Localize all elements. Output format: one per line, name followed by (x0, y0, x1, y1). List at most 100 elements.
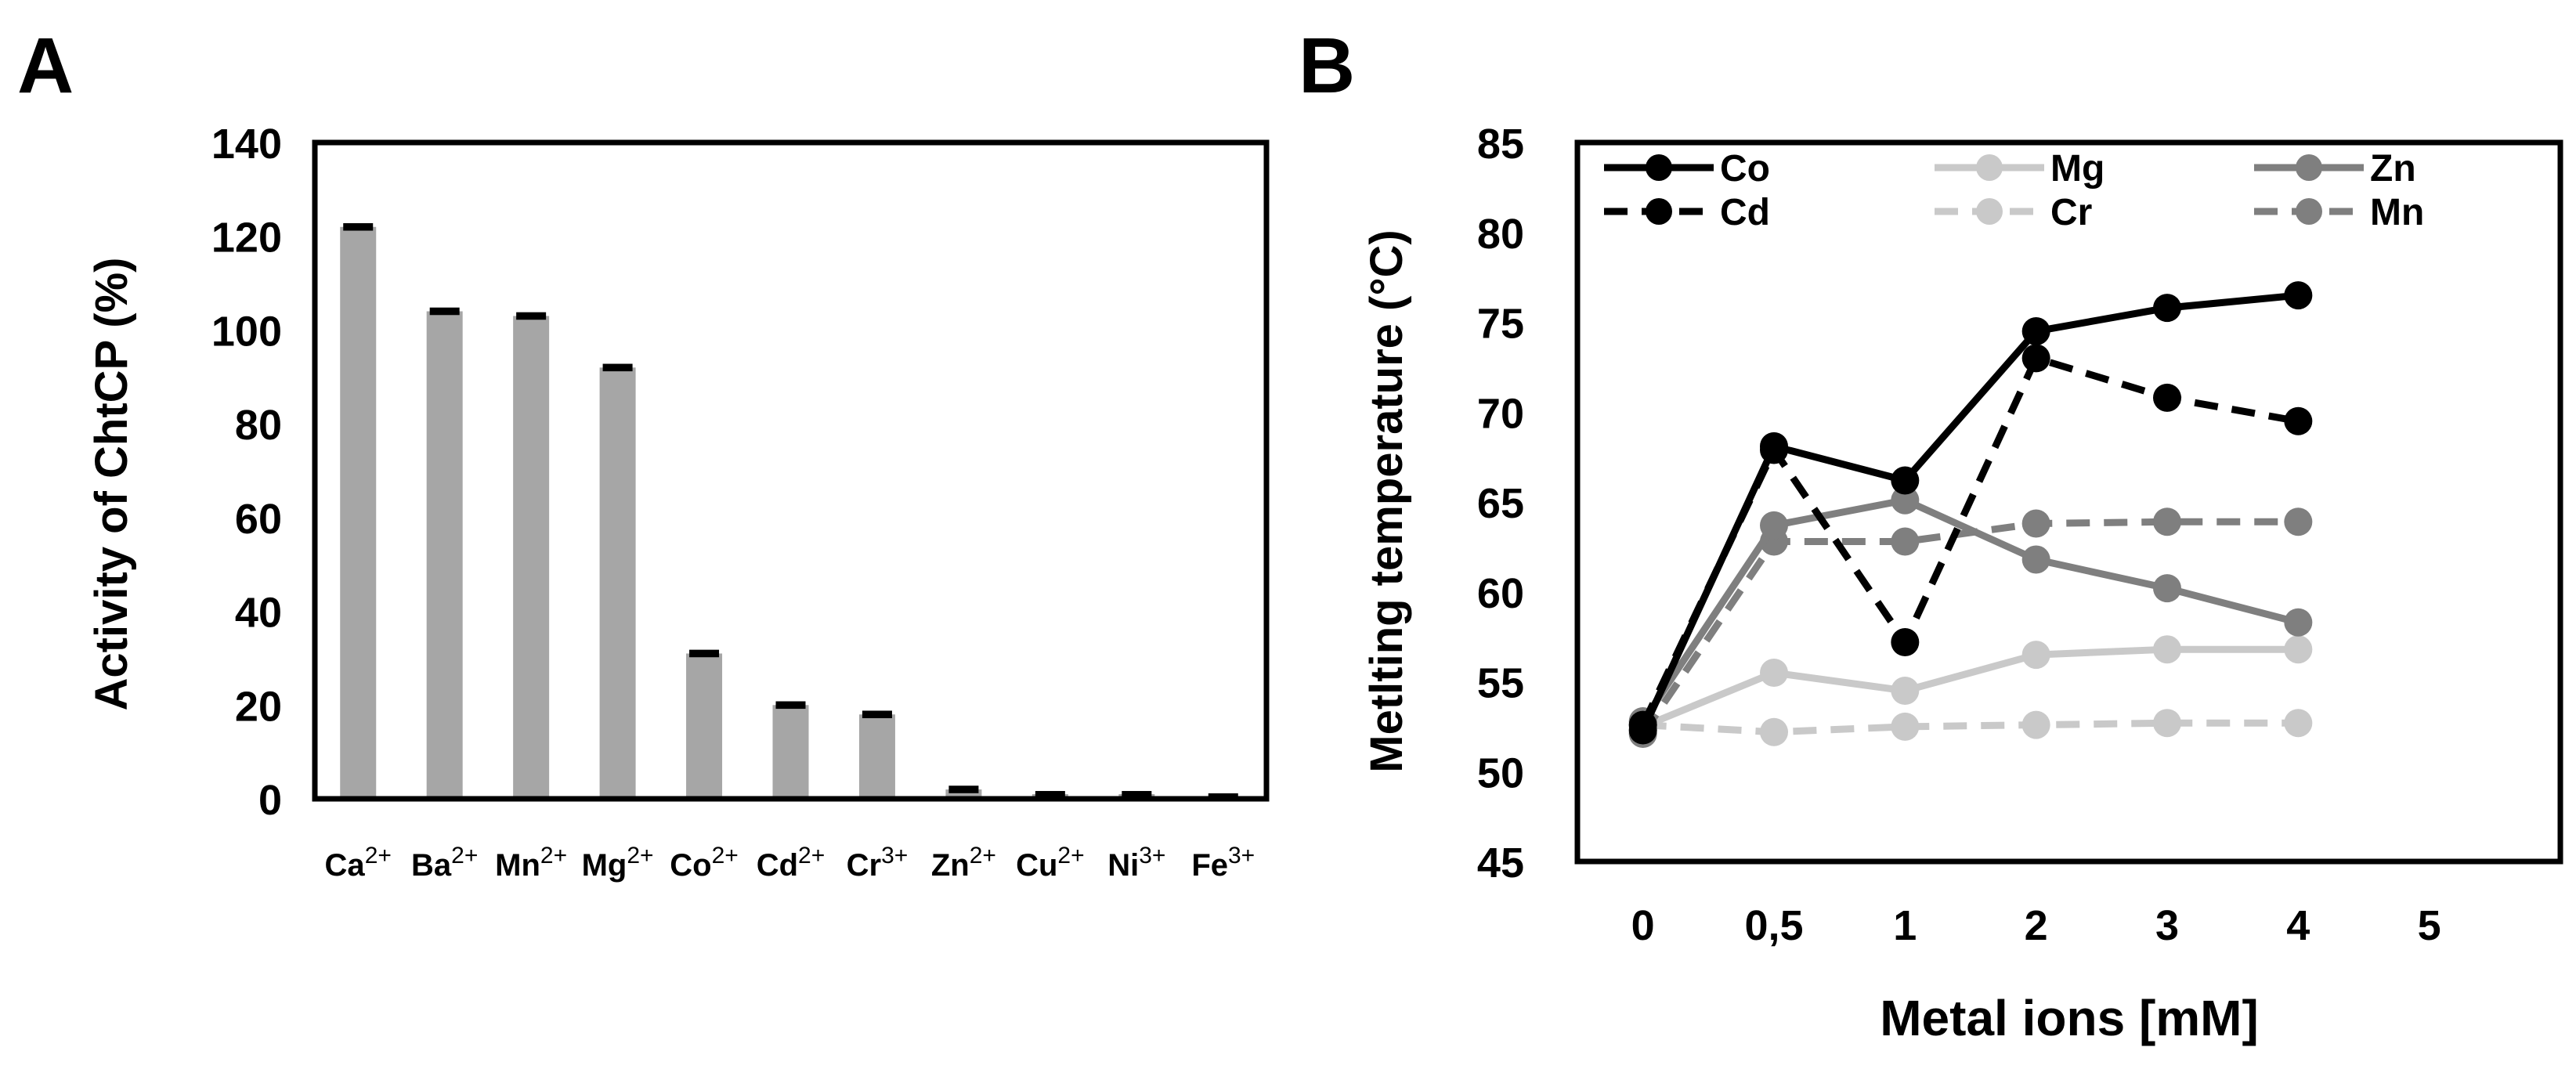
bar-cd (772, 705, 809, 799)
y-tick-label: 120 (211, 215, 282, 262)
legend-item-co: Co (1604, 148, 1770, 190)
data-point (2153, 294, 2181, 323)
y-axis-ticks: 45 50 55 60 65 70 75 80 85 (1477, 121, 1524, 887)
data-point (1891, 628, 1920, 657)
y-axis-label-a: Activity of ChtCP (%) (86, 258, 137, 711)
data-point (2284, 507, 2313, 536)
bar-ca (340, 226, 377, 799)
data-point (1891, 486, 1920, 515)
x-axis-ticks: Ca2+ Ba2+ Mn2+ Mg2+ Co2+ Cd2+ Cr3+ Zn2+ Cu2+ Ni3+… (325, 843, 1255, 883)
y-tick-label: 60 (235, 496, 282, 543)
data-point (1760, 659, 1788, 688)
data-point (1760, 432, 1788, 460)
data-point (1891, 527, 1920, 556)
legend-marker (1976, 154, 2003, 181)
data-point (2021, 509, 2050, 538)
error-bar (689, 649, 720, 658)
bar-ba (426, 311, 463, 799)
series-line-zn (1639, 497, 2300, 724)
data-point (2284, 709, 2313, 738)
panel-a: A 0 20 40 60 80 100 120 140 Ca2+ Ba2+ Mn2+ Mg2+ Co2… (17, 22, 1270, 883)
line-series (1628, 281, 2313, 749)
data-point (2153, 709, 2181, 738)
x-tick-label: 0 (1631, 902, 1655, 949)
data-point (1628, 716, 1657, 745)
legend-marker (2296, 154, 2322, 181)
x-axis-label-b: Metal ions [mM] (1880, 990, 2259, 1046)
error-bar (775, 701, 806, 710)
x-tick-label: Cr3+ (847, 843, 909, 883)
y-tick-label: 100 (211, 308, 282, 355)
y-axis-label-b: Metlting temperature (°C) (1361, 229, 1412, 772)
legend-label: Cr (2050, 192, 2092, 233)
error-bar (1035, 791, 1065, 798)
legend-label: Mn (2370, 192, 2424, 233)
y-tick-label: 45 (1477, 840, 1524, 887)
x-tick-label: 1 (1893, 902, 1917, 949)
y-tick-label: 65 (1477, 480, 1524, 527)
x-tick-label: 2 (2025, 902, 2048, 949)
data-point (2153, 383, 2181, 412)
error-bar (429, 307, 460, 316)
legend-marker (2296, 198, 2322, 225)
data-point (2021, 344, 2050, 373)
series-cr (1628, 709, 2313, 746)
legend-marker (1976, 198, 2003, 225)
x-tick-label: Mn2+ (495, 843, 567, 883)
legend-item-mg: Mg (1935, 148, 2105, 190)
legend-label: Cd (1720, 192, 1770, 233)
y-tick-label: 20 (235, 683, 282, 730)
x-tick-label: Cu2+ (1016, 843, 1085, 883)
data-point (1891, 676, 1920, 705)
error-bar (862, 710, 892, 719)
error-bar (343, 222, 374, 231)
y-tick-label: 60 (1477, 570, 1524, 617)
y-tick-label: 85 (1477, 121, 1524, 168)
panel-b-label: B (1299, 22, 1355, 110)
bar-zn (945, 789, 982, 799)
series-line-mg (1641, 645, 2299, 731)
bar-cr (858, 714, 895, 799)
series-line-cd (1639, 354, 2300, 727)
data-point (2021, 316, 2050, 345)
error-bar (948, 785, 979, 793)
series-line-mn (1639, 518, 2299, 736)
x-tick-label: Ca2+ (325, 843, 392, 883)
data-point (2021, 641, 2050, 670)
data-point (2153, 507, 2181, 536)
y-tick-label: 70 (1477, 390, 1524, 437)
legend-marker (1646, 198, 1672, 225)
plot-area-a (312, 139, 1270, 802)
plot-area-b (1574, 139, 2563, 865)
y-tick-label: 40 (235, 590, 282, 637)
x-tick-label: Co2+ (670, 843, 739, 883)
y-tick-label: 140 (211, 121, 282, 168)
series-co (1628, 281, 2313, 745)
legend-label: Zn (2370, 148, 2416, 190)
y-tick-label: 80 (235, 402, 282, 449)
legend-label: Co (1720, 148, 1770, 190)
legend-item-zn: Zn (2254, 148, 2416, 190)
bar-mg (599, 367, 636, 799)
x-tick-label: 0,5 (1744, 902, 1803, 949)
series-line-co (1639, 291, 2299, 732)
error-bar (602, 363, 633, 372)
data-point (2021, 545, 2050, 574)
series-line-cr (1642, 719, 2299, 736)
legend-item-cr: Cr (1935, 192, 2092, 233)
legend: Co Mg Zn Cd Cr Mn (1604, 148, 2424, 233)
x-tick-label: Cd2+ (757, 843, 826, 883)
y-tick-label: 50 (1477, 749, 1524, 796)
x-tick-label: Fe3+ (1191, 843, 1255, 883)
x-tick-label: Zn2+ (931, 843, 996, 883)
y-tick-label: 0 (258, 777, 282, 824)
bar-co (686, 653, 723, 799)
x-tick-label: 4 (2286, 902, 2310, 949)
data-point (2284, 608, 2313, 637)
y-tick-label: 80 (1477, 211, 1524, 258)
bar-mn (513, 316, 550, 799)
legend-label: Mg (2050, 148, 2105, 190)
data-point (2284, 406, 2313, 435)
data-point (2153, 635, 2181, 664)
